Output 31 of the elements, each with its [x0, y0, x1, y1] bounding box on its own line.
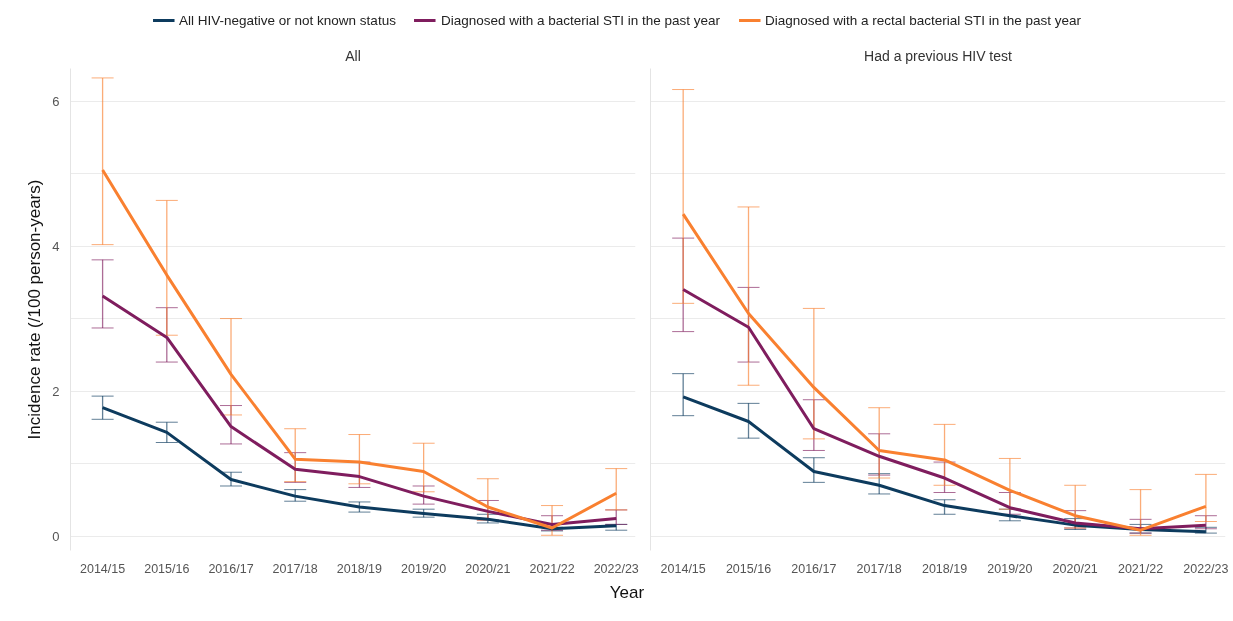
x-tick-label: 2018/19 [921, 561, 968, 576]
x-tick-label: 2015/16 [144, 561, 190, 576]
x-tick-label: 2022/23 [1183, 561, 1229, 576]
x-tick-label: 2021/22 [1117, 561, 1164, 576]
x-tick-label: 2017/18 [272, 561, 318, 576]
x-tick-label: 2014/15 [660, 561, 706, 576]
line-series [101, 168, 618, 530]
x-tick-label: 2015/16 [725, 561, 772, 576]
legend-label: Diagnosed with a bacterial STI in the past year [440, 12, 721, 28]
legend-label: All HIV-negative or not known status [179, 12, 396, 28]
chart-title: All [345, 47, 361, 64]
chart-title: Had a previous HIV test [864, 47, 1013, 64]
x-tick-label: 2022/23 [593, 561, 639, 576]
x-tick-label: 2020/21 [465, 561, 511, 576]
x-tick-label: 2017/18 [856, 561, 902, 576]
x-tick-label: 2016/17 [208, 561, 254, 576]
line-series [101, 294, 618, 526]
x-tick-label: 2018/19 [336, 561, 383, 576]
x-tick-label: 2019/20 [987, 561, 1033, 576]
x-tick-label: 2016/17 [791, 561, 837, 576]
x-tick-label: 2021/22 [529, 561, 575, 576]
x-axis-title: Year [609, 583, 645, 603]
legend-label: Diagnosed with a rectal bacterial STI in the past year [765, 12, 1081, 28]
y-tick-label: 6 [52, 93, 60, 109]
x-tick-label: 2020/21 [1052, 561, 1098, 576]
x-tick-label: 2019/20 [401, 561, 447, 576]
y-axis-title: Incidence rate (/100 person-years) [25, 179, 45, 440]
y-tick-label: 2 [52, 383, 60, 399]
y-tick-label: 4 [52, 238, 60, 254]
y-tick-label: 0 [52, 528, 60, 544]
x-tick-label: 2014/15 [80, 561, 126, 576]
